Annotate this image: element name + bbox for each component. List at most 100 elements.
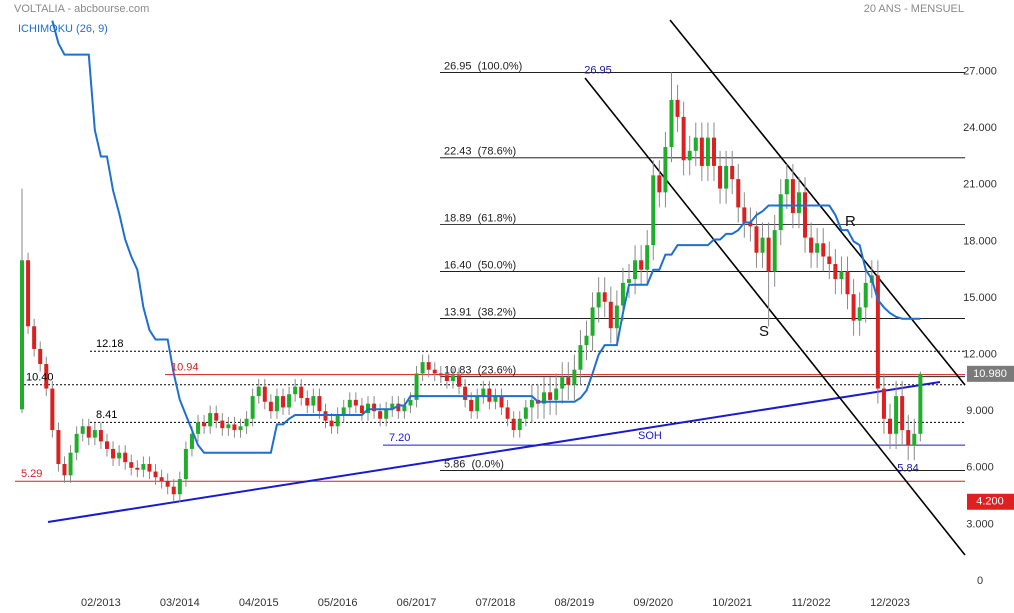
candle-body — [633, 260, 638, 280]
candle-body — [129, 462, 134, 468]
candle-body — [317, 396, 322, 412]
candle-body — [68, 452, 73, 476]
candle-body — [384, 409, 389, 419]
candle-body — [815, 243, 820, 253]
candle-body — [875, 275, 880, 389]
candle-body — [372, 403, 377, 412]
candle-body — [50, 388, 55, 431]
level-label: 7.20 — [389, 432, 410, 444]
candle-body — [669, 99, 674, 148]
candle-body — [426, 362, 431, 370]
candle-body — [645, 245, 650, 270]
y-tick-label: 18.000 — [963, 235, 997, 247]
candle-body — [657, 175, 662, 193]
candle-body — [80, 426, 85, 434]
candle-body — [32, 326, 37, 349]
candle-body — [851, 294, 856, 321]
candle-body — [754, 226, 759, 253]
candle-body — [329, 420, 334, 427]
y-tick-label: 0 — [977, 575, 983, 587]
candle-body — [226, 424, 231, 429]
candle-body — [299, 386, 304, 398]
candle-body — [62, 464, 67, 476]
candle-body — [833, 264, 838, 280]
candle-body — [912, 433, 917, 446]
candle-body — [499, 396, 504, 408]
candle-body — [523, 407, 528, 419]
x-tick-label: 04/2015 — [239, 597, 279, 609]
fibonacci-label: 5.86 (0.0%) — [444, 458, 504, 470]
candle-body — [196, 422, 201, 434]
candle-body — [147, 464, 152, 472]
candle-body — [863, 282, 868, 308]
y-tick-label: 3.000 — [966, 518, 994, 530]
candle-body — [718, 165, 723, 189]
candle-body — [620, 282, 625, 306]
candle-body — [232, 424, 237, 431]
candle-body — [493, 396, 498, 402]
candle-body — [92, 430, 97, 438]
candle-body — [438, 373, 443, 376]
candle-body — [602, 292, 607, 302]
candle-body — [256, 386, 261, 397]
candle-body — [900, 396, 905, 431]
candle-body — [796, 192, 801, 214]
candle-body — [414, 373, 419, 400]
candle-body — [457, 375, 462, 387]
candle-body — [687, 150, 692, 161]
candle-body — [821, 243, 826, 257]
candle-body — [839, 271, 844, 280]
candle-body — [481, 388, 486, 397]
candle-body — [578, 345, 583, 370]
candle-body — [20, 260, 24, 410]
candle-body — [681, 116, 686, 161]
candle-body — [244, 418, 249, 427]
y-tick-label: 6.000 — [966, 462, 994, 474]
candle-body — [790, 179, 795, 214]
overlay-legend: ICHIMOKU (26, 9) — [18, 23, 108, 35]
candle-body — [584, 335, 589, 346]
level-label: 10.94 — [171, 362, 199, 374]
candle-body — [104, 441, 109, 449]
ichimoku-line — [51, 20, 921, 454]
candle-body — [268, 401, 273, 412]
candle-body — [450, 375, 455, 382]
candle-body — [183, 448, 188, 480]
overlay-layer — [51, 20, 921, 454]
candle-body — [548, 392, 553, 400]
level-label: 10.40 — [26, 372, 54, 384]
x-tick-label: 08/2019 — [554, 597, 594, 609]
level-label: 8.41 — [96, 409, 117, 421]
candle-body — [906, 430, 911, 446]
candle-body — [432, 369, 437, 374]
candle-body — [517, 418, 522, 431]
y-tick-label: 9.000 — [966, 405, 994, 417]
candle-body — [784, 179, 789, 195]
chart-title: VOLTALIA - abcbourse.com — [14, 3, 149, 15]
candle-body — [505, 407, 510, 419]
candle-body — [742, 207, 747, 223]
candle-body — [305, 397, 310, 406]
candle-body — [639, 260, 644, 270]
candle-body — [171, 486, 176, 495]
candle-body — [293, 386, 298, 395]
candle-body — [420, 362, 425, 374]
candle-body — [135, 467, 140, 470]
candle-body — [596, 292, 601, 308]
candle-body — [341, 407, 346, 415]
candle-body — [614, 305, 619, 329]
y-tick-label: 27.000 — [963, 66, 997, 78]
candle-body — [918, 373, 923, 434]
candle-body — [396, 403, 401, 412]
candle-body — [529, 399, 534, 408]
candle-body — [86, 426, 91, 438]
price-tag — [967, 493, 1014, 510]
candle-body — [560, 377, 565, 389]
soh-annotation: SOH — [638, 430, 662, 442]
candle-body — [214, 413, 219, 421]
candle-body — [857, 307, 862, 321]
candle-body — [274, 396, 279, 412]
candle-body — [38, 348, 43, 365]
